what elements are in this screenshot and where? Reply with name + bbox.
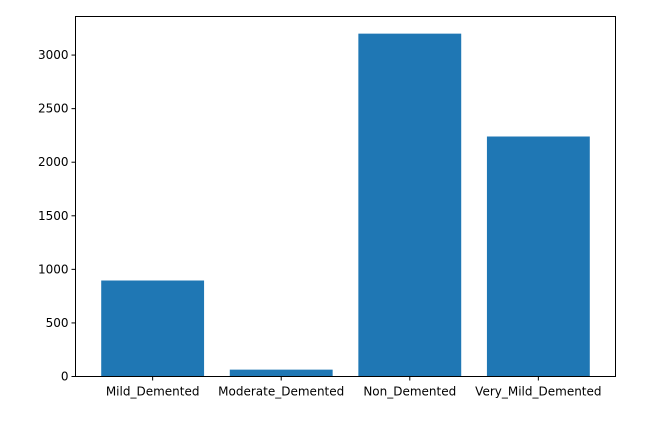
bar-non-demented xyxy=(358,33,462,377)
y-tick-label: 2000 xyxy=(38,155,69,169)
bar-moderate-demented xyxy=(229,369,333,377)
y-tick-label: 3000 xyxy=(38,48,69,62)
y-tick-label: 500 xyxy=(46,316,69,330)
x-tick-label: Very_Mild_Demented xyxy=(475,385,601,399)
x-axis-ticks: Mild_Demented Moderate_Demented Non_Dement… xyxy=(106,376,602,399)
bar-mild-demented xyxy=(101,280,205,377)
plot-frame xyxy=(75,16,616,377)
y-tick-label: 0 xyxy=(61,370,69,384)
y-tick-label: 1000 xyxy=(38,262,69,276)
y-axis-ticks: 0 500 1000 1500 2000 2500 3000 xyxy=(38,48,76,384)
bar-very-mild-demented xyxy=(486,136,590,377)
y-tick-label: 2500 xyxy=(38,102,69,116)
x-tick-label: Moderate_Demented xyxy=(218,385,344,399)
x-tick-label: Non_Demented xyxy=(363,385,456,399)
y-tick-label: 1500 xyxy=(38,209,69,223)
bars xyxy=(101,33,590,377)
x-tick-label: Mild_Demented xyxy=(106,385,200,399)
